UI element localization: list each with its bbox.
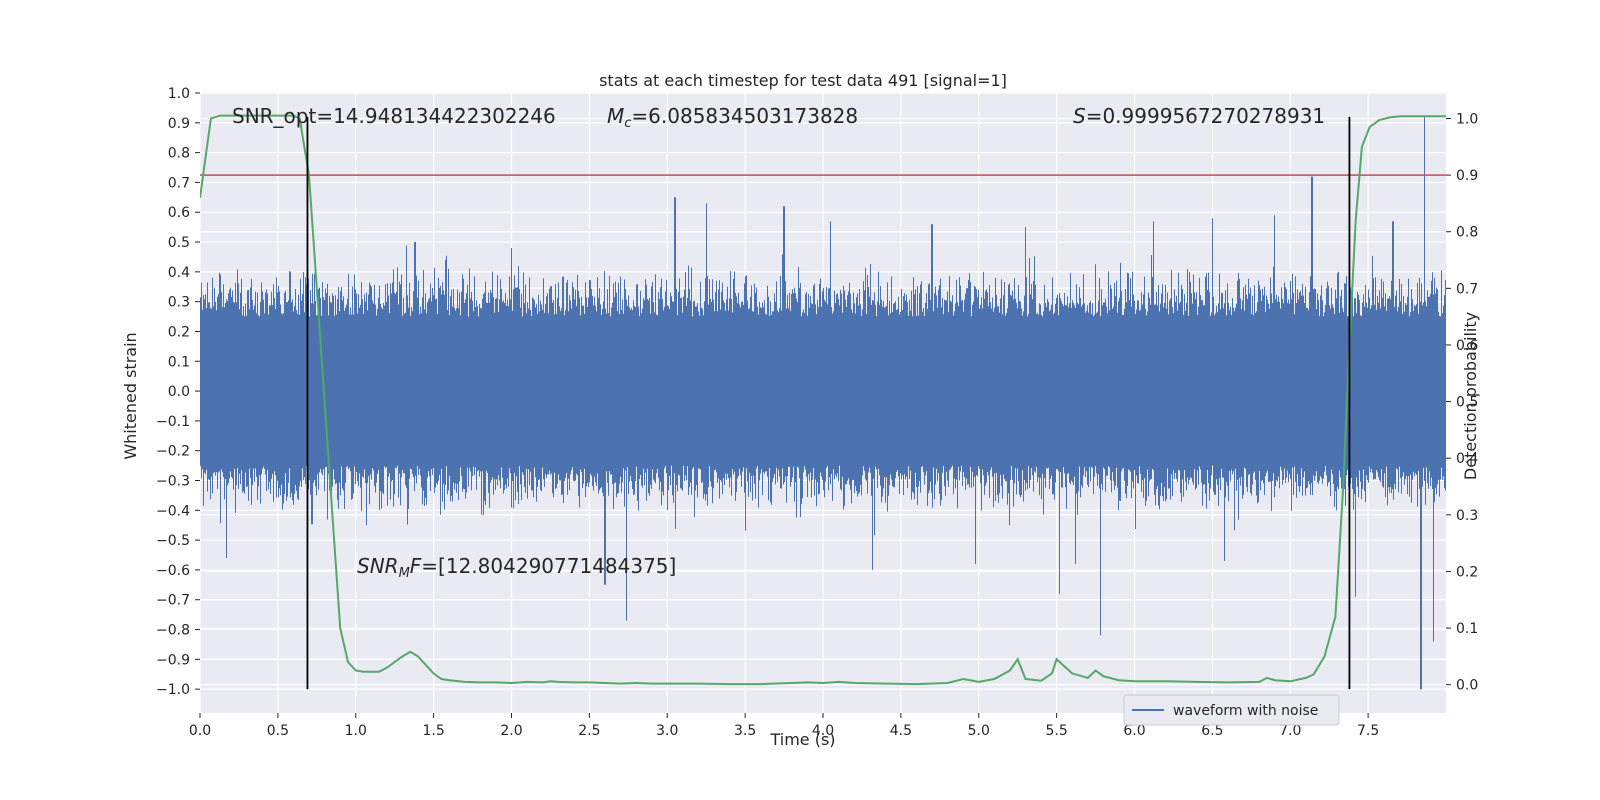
snr-mf-value: =[12.804290771484375]	[421, 554, 676, 578]
legend-entry: waveform with noise	[1173, 703, 1318, 719]
y2-tick-label: 0.0	[1456, 678, 1478, 694]
x-tick-label: 7.0	[1279, 723, 1301, 739]
y2-tick-label: 0.4	[1456, 451, 1478, 467]
chirp-mass-subscript: c	[624, 116, 631, 131]
y-tick-label: −0.4	[156, 503, 190, 519]
x-tick-label: 5.5	[1045, 723, 1067, 739]
snr-mf-subscript: M	[399, 566, 410, 581]
y-tick-label: 0.3	[168, 295, 190, 311]
x-tick-label: 7.5	[1357, 723, 1379, 739]
chirp-mass-value: =6.085834503173828	[631, 104, 858, 128]
snr-opt-annotation: SNR_opt=14.948134422302246	[232, 104, 556, 128]
y-tick-label: −0.9	[156, 652, 190, 668]
y-tick-label: −0.3	[156, 474, 190, 490]
y-tick-label: −0.8	[156, 623, 190, 639]
x-tick-label: 1.5	[422, 723, 444, 739]
x-tick-label: 5.0	[968, 723, 990, 739]
waveform-with-noise-series	[200, 116, 1446, 690]
y-tick-label: 1.0	[168, 86, 190, 102]
y2-tick-label: 0.3	[1456, 508, 1478, 524]
y-tick-label: −1.0	[156, 682, 190, 698]
y-tick-label: 0.9	[168, 116, 190, 132]
x-axis-label: Time (s)	[769, 730, 835, 749]
y-axis-label: Whitened strain	[121, 332, 140, 459]
y2-tick-label: 0.9	[1456, 168, 1478, 184]
snr-mf-annotation: SNRMF=[12.804290771484375]	[357, 554, 676, 581]
x-tick-label: 0.5	[267, 723, 289, 739]
y-tick-label: 0.1	[168, 354, 190, 370]
chart-title: stats at each timestep for test data 491…	[599, 71, 1007, 90]
y-tick-label: −0.7	[156, 593, 190, 609]
y-tick-label: −0.2	[156, 444, 190, 460]
x-tick-label: 4.0	[812, 723, 834, 739]
x-tick-label: 2.0	[500, 723, 522, 739]
y-tick-label: −0.6	[156, 563, 190, 579]
y2-tick-label: 0.7	[1456, 281, 1478, 297]
x-tick-label: 3.0	[656, 723, 678, 739]
y2-axis-label: Detection probability	[1461, 312, 1480, 480]
y2-tick-label: 0.8	[1456, 225, 1478, 241]
snr-mf-f: F	[410, 554, 422, 578]
s-annotation: S=0.9999567270278931	[1073, 104, 1325, 128]
x-tick-label: 0.0	[189, 723, 211, 739]
x-tick-label: 6.5	[1201, 723, 1223, 739]
y-tick-label: 0.0	[168, 384, 190, 400]
y2-tick-label: 0.6	[1456, 338, 1478, 354]
y-axis-ticks: 1.0 0.9 0.8 0.7 0.6 0.5 0.4 0.3 0.2 0.1 0.0 −0.1 −0.…	[156, 86, 200, 698]
x-tick-label: 1.0	[345, 723, 367, 739]
y-tick-label: 0.5	[168, 235, 190, 251]
detection-probability-series	[200, 114, 1446, 686]
x-axis-ticks: 0.0 0.5 1.0 1.5 2.0 2.5 3.0 3.5 4.0 4.5 5.0 5.5 6.0 6…	[189, 713, 1379, 739]
y2-tick-label: 1.0	[1456, 111, 1478, 127]
chirp-mass-symbol: M	[607, 104, 624, 128]
y2-tick-label: 0.2	[1456, 564, 1478, 580]
x-tick-label: 2.5	[578, 723, 600, 739]
x-tick-label: 3.5	[734, 723, 756, 739]
x-tick-label: 6.0	[1123, 723, 1145, 739]
y2-tick-label: 0.5	[1456, 395, 1478, 411]
s-symbol: S	[1073, 104, 1086, 128]
y-tick-label: 0.2	[168, 324, 190, 340]
chirp-mass-annotation: Mc=6.085834503173828	[607, 104, 858, 131]
s-value: =0.9999567270278931	[1086, 104, 1325, 128]
x-tick-label: 4.5	[890, 723, 912, 739]
legend: waveform with noise	[1123, 694, 1340, 726]
snr-mf-symbol: SNR	[357, 554, 399, 578]
plot-content	[200, 114, 1446, 690]
y-tick-label: 0.8	[168, 146, 190, 162]
y-tick-label: 0.6	[168, 205, 190, 221]
y2-axis-ticks: 1.0 0.9 0.8 0.7 0.6 0.5 0.4 0.3 0.2 0.1 0.0	[1446, 111, 1478, 694]
y-tick-label: 0.4	[168, 265, 190, 281]
y-tick-label: −0.1	[156, 414, 190, 430]
vertical-markers	[306, 116, 1351, 690]
y2-tick-label: 0.1	[1456, 621, 1478, 637]
legend-box	[1123, 694, 1340, 726]
y-tick-label: 0.7	[168, 175, 190, 191]
y-tick-label: −0.5	[156, 533, 190, 549]
